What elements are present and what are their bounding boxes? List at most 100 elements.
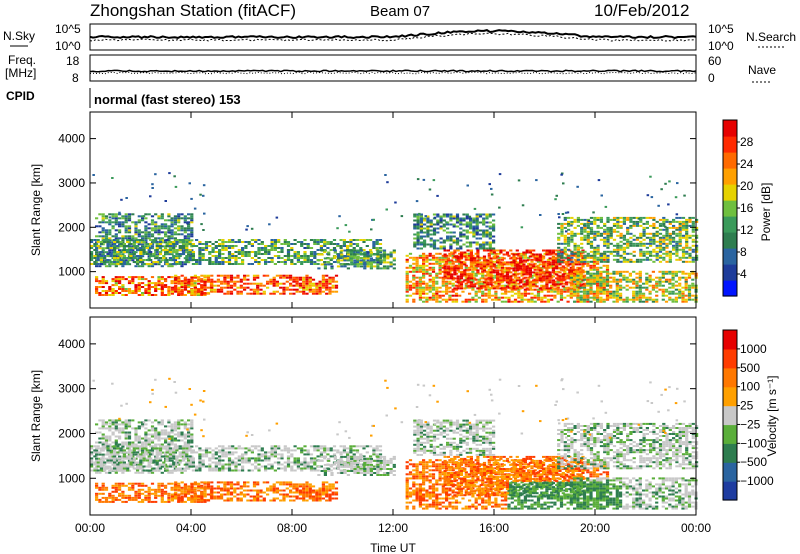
power-cell — [167, 219, 171, 222]
power-cell — [592, 274, 596, 277]
power-cell — [542, 265, 546, 268]
power-cell — [542, 263, 546, 266]
power-cell — [615, 288, 619, 291]
power-cell — [124, 225, 128, 228]
power-cell — [236, 274, 240, 277]
power-cell — [589, 290, 593, 293]
power-cell — [191, 259, 195, 261]
power-cell — [429, 223, 433, 226]
power-cell — [338, 215, 341, 218]
power-cell — [502, 287, 506, 290]
power-cell — [141, 255, 145, 258]
power-cell — [581, 263, 585, 266]
power-cell — [642, 282, 646, 285]
power-cell — [449, 219, 453, 222]
power-cell — [187, 292, 191, 294]
power-cell — [560, 226, 564, 229]
power-cell — [561, 213, 565, 215]
power-cell — [517, 290, 521, 293]
power-cell — [283, 259, 287, 261]
power-cell — [650, 196, 654, 199]
power-cell — [113, 241, 117, 243]
power-cell — [438, 268, 442, 271]
power-cell — [285, 288, 289, 291]
power-ylabel: Slant Range [km] — [29, 164, 43, 256]
power-cell — [412, 274, 416, 277]
power-cell — [695, 234, 699, 237]
power-cell — [555, 249, 559, 252]
power-cell — [655, 284, 659, 287]
power-cell — [685, 246, 689, 249]
power-cell — [668, 254, 672, 257]
power-cell — [469, 243, 473, 246]
power-cell — [412, 300, 416, 303]
power-cell — [422, 256, 426, 259]
power-cell — [589, 296, 593, 299]
power-cell — [373, 265, 377, 268]
power-cell — [492, 287, 496, 290]
power-cell — [275, 274, 279, 277]
power-cell — [668, 242, 672, 245]
power-cell — [124, 219, 128, 222]
power-cell — [241, 253, 245, 255]
power-cell — [678, 230, 682, 233]
power-cell — [599, 284, 603, 287]
power-cell — [340, 265, 344, 268]
power-cell — [119, 243, 123, 245]
power-cell — [658, 228, 663, 231]
power-cell — [664, 280, 669, 283]
power-cell — [456, 265, 460, 268]
power-cell — [469, 245, 473, 248]
power-cell — [114, 219, 118, 222]
power-cell — [286, 255, 291, 257]
power-cell — [658, 238, 663, 241]
power-cell — [629, 258, 633, 261]
power-cell — [121, 221, 125, 224]
freq-left-tick-top: 18 — [66, 54, 80, 68]
power-cell — [486, 249, 490, 252]
power-cell — [382, 255, 387, 258]
power-cell — [649, 242, 653, 245]
power-cell — [553, 290, 557, 293]
power-cell — [389, 251, 393, 254]
power-cell — [442, 229, 446, 232]
power-cell — [342, 245, 346, 247]
power-cell — [580, 242, 584, 245]
power-cell — [489, 273, 493, 276]
power-cell — [152, 241, 156, 243]
power-cell — [121, 223, 125, 226]
power-cell — [116, 259, 120, 261]
velocity-cell — [150, 488, 155, 491]
power-cell — [609, 290, 613, 293]
power-cell — [453, 269, 457, 272]
power-cell — [645, 250, 649, 253]
power-cell — [405, 272, 409, 275]
power-cell — [132, 253, 136, 255]
power-cell — [489, 267, 493, 270]
power-cell — [293, 253, 297, 255]
power-cell — [429, 221, 433, 224]
power-cell — [118, 213, 122, 216]
power-cell — [513, 298, 518, 301]
power-cell — [127, 259, 132, 262]
power-cell — [593, 258, 597, 261]
power-cell — [108, 249, 112, 252]
power-cell — [542, 277, 546, 280]
power-cell — [615, 284, 619, 287]
power-cell — [164, 294, 168, 296]
power-cell — [210, 274, 214, 277]
power-cell — [211, 261, 215, 263]
power-cell — [118, 286, 122, 288]
power-cell — [622, 218, 626, 221]
power-cell — [305, 278, 309, 281]
power-cell — [174, 278, 178, 281]
power-cell — [454, 288, 459, 291]
power-cell — [246, 282, 250, 285]
power-cell — [687, 296, 692, 299]
power-cell — [191, 245, 195, 247]
power-cell — [599, 280, 603, 283]
power-cell — [465, 241, 469, 244]
power-cell — [136, 249, 140, 251]
power-cell — [612, 230, 617, 233]
power-cell — [492, 281, 496, 284]
